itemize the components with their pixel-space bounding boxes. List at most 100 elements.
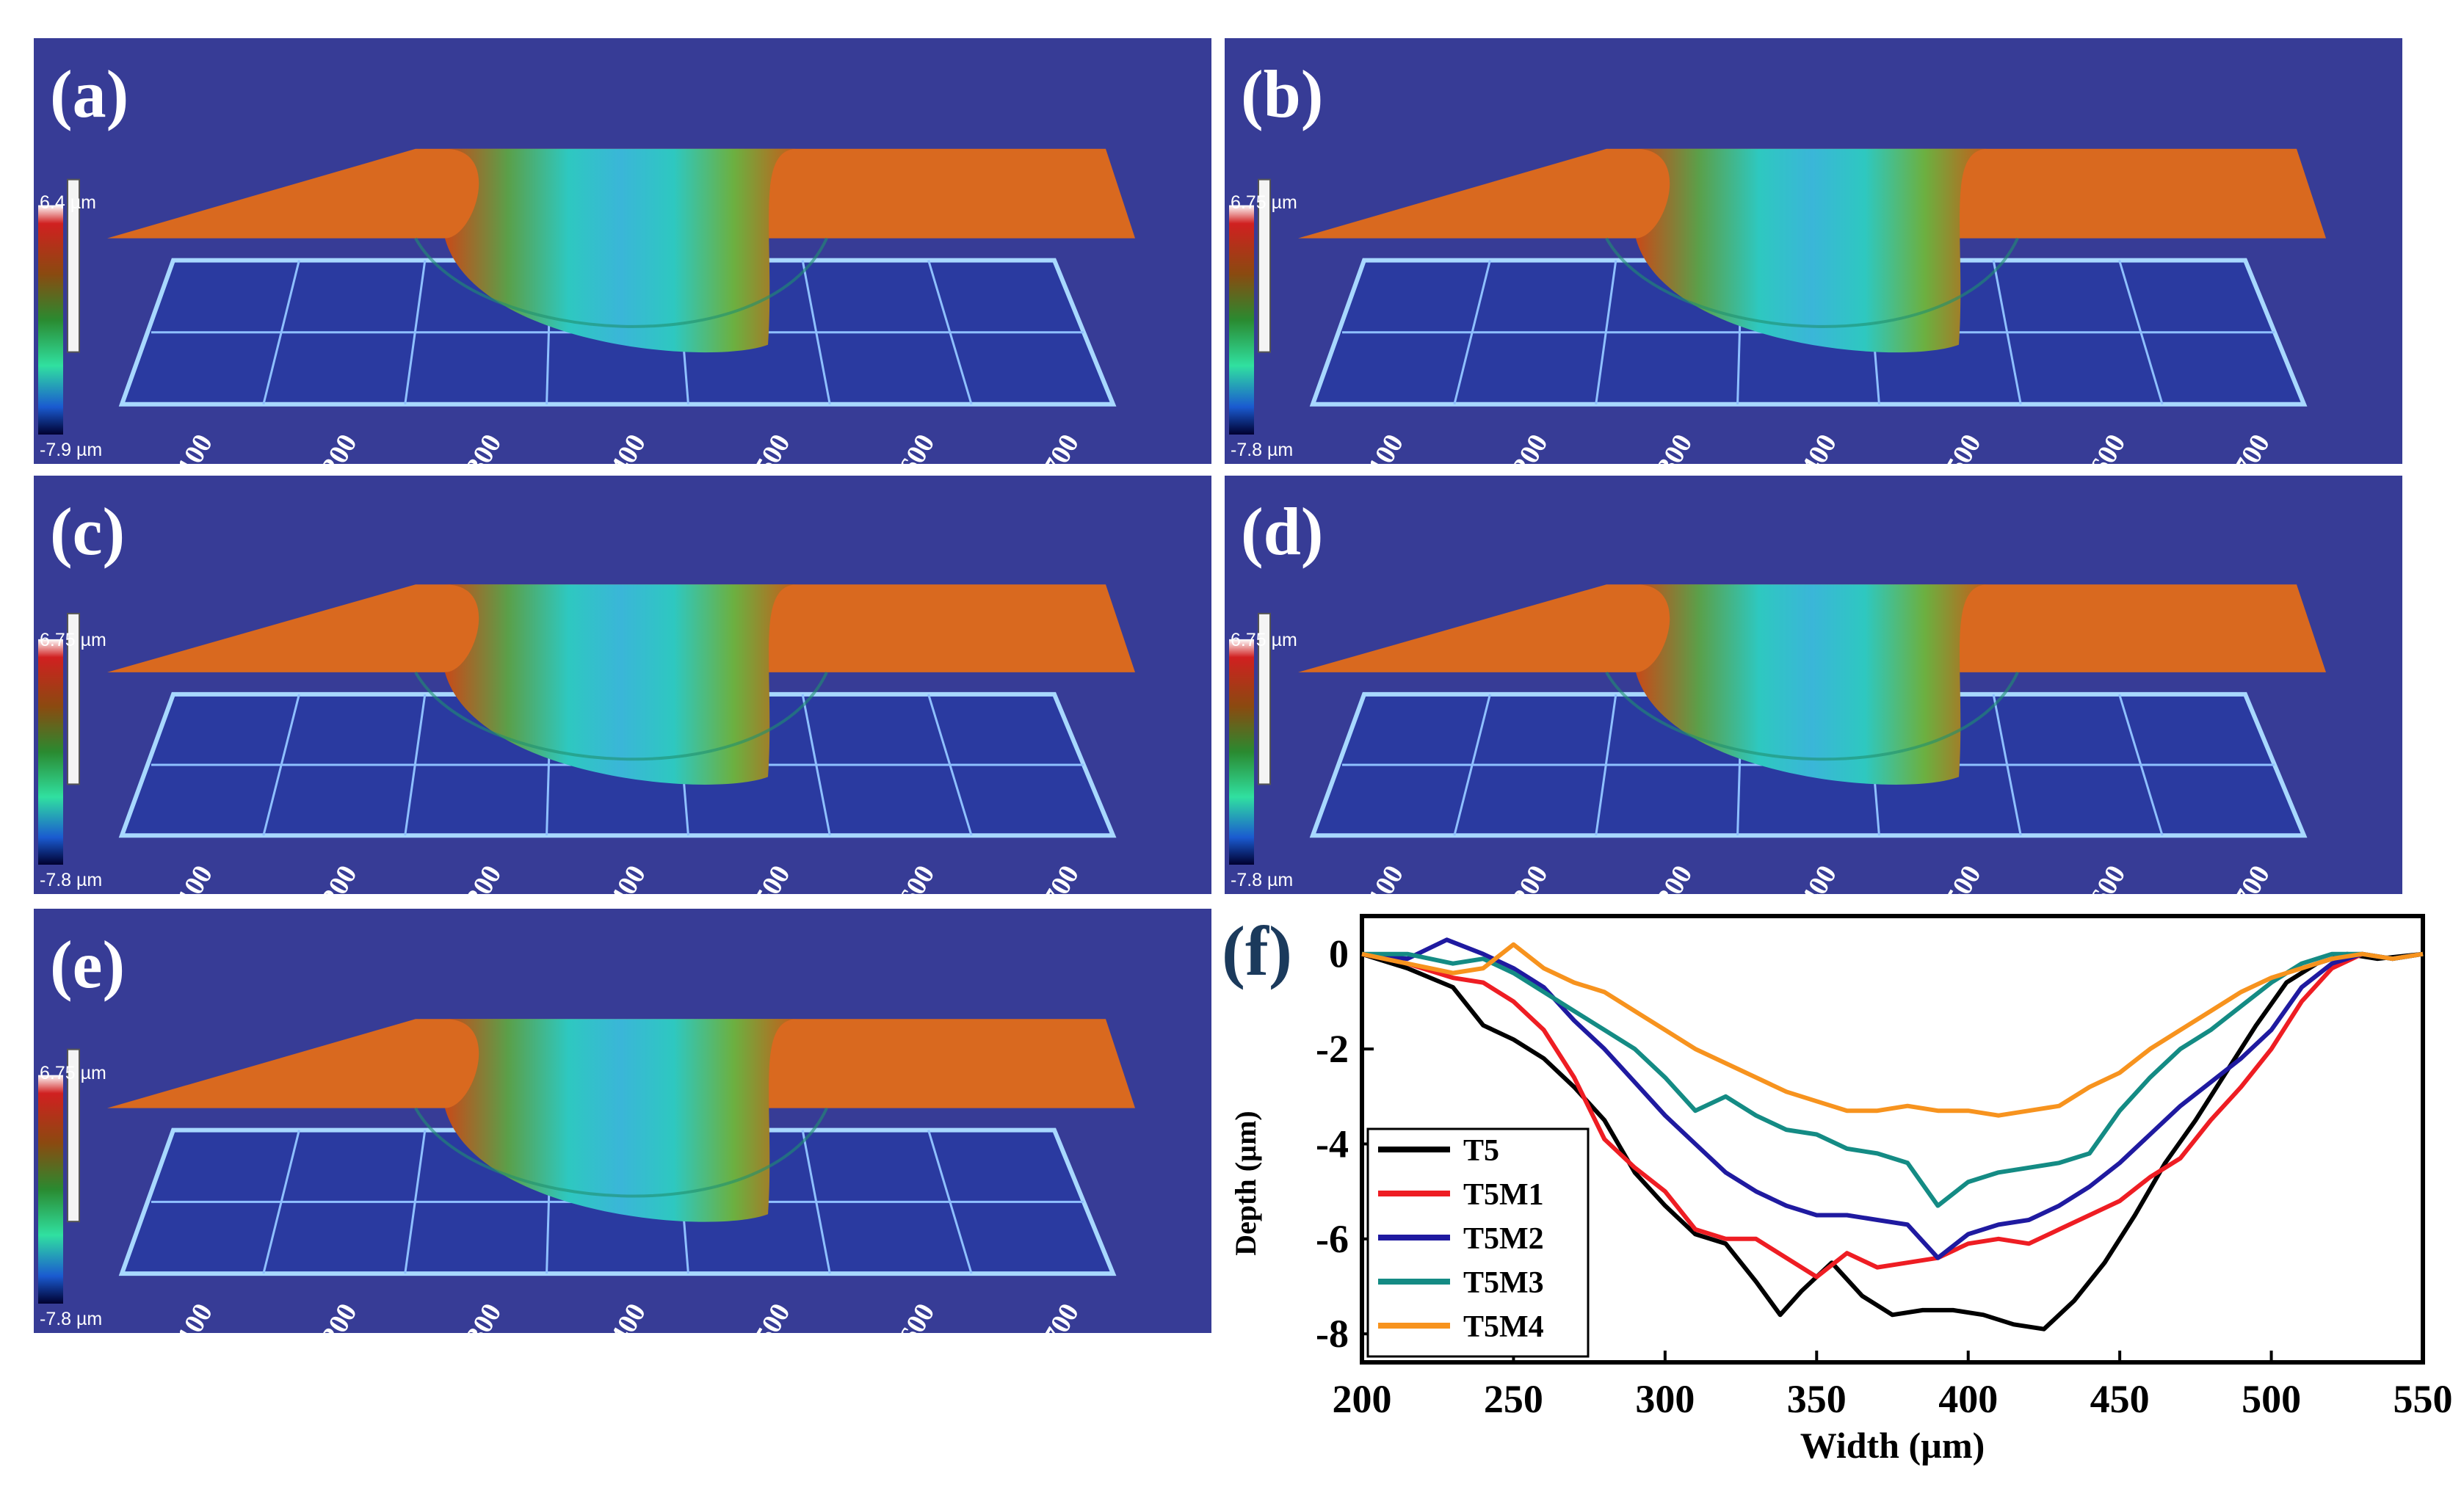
scale-bar [67,1048,80,1223]
x-tick-label: 300 [1635,1377,1695,1421]
axis-tick-label: 600 [2084,860,2132,894]
y-tick-label: 0 [1329,932,1349,976]
axis-tick-label: 400 [604,860,652,894]
colorbar [38,639,63,865]
legend-label: T5 [1463,1134,1499,1168]
scale-bar [1258,612,1271,785]
axis-tick-label: 300 [1651,860,1699,894]
colorbar [1229,639,1254,865]
axis-tick-label: 500 [749,429,797,464]
legend-label: T5M2 [1463,1222,1544,1256]
legend: T5 T5M1 T5M2 T5M3 T5M4 [1366,1127,1590,1358]
surface-3d: 100 200 300 400 500 600 700 [1229,148,2326,464]
axis-tick-label: 700 [1037,429,1085,464]
colorbar-max: 6.75 µm [40,630,106,650]
x-tick-label: 350 [1787,1377,1847,1421]
x-tick-label: 450 [2090,1377,2150,1421]
panel-a: 100 200 300 400 500 600 700 (a) 6.4 µm -7.9 µm [34,38,1211,464]
wear-track [445,1019,797,1222]
panel-e: 100 200 300 400 500 600 700 (e) 6.75 µm -7.8 µ… [34,909,1211,1333]
series-line-t5m3 [1362,951,2424,1208]
wear-track [445,148,797,353]
axis-tick-label: 700 [1037,1298,1085,1333]
y-tick-label: -8 [1316,1312,1349,1356]
x-axis-title: Width (µm) [1800,1425,1985,1466]
surface-3d: 100 200 300 400 500 600 700 [38,1019,1135,1333]
surface-3d: 100 200 300 400 500 600 700 [1229,584,2326,894]
colorbar-max: 6.75 µm [1231,630,1297,650]
scale-bar [1258,178,1271,353]
axis-tick-label: 700 [1037,860,1085,894]
axis-tick-label: 600 [894,1298,941,1333]
axis-tick-label: 500 [749,1298,797,1333]
panel-label-f: (f) [1222,912,1292,990]
panel-label: (b) [1241,57,1324,131]
panel-label: (e) [50,927,126,1002]
wear-track-edge [414,237,828,328]
series-line-t5m1 [1361,951,2424,1279]
colorbar-min: -7.9 µm [40,440,103,460]
axis-tick-label: 700 [2228,860,2276,894]
colorbar [38,1075,63,1304]
axis-tick-label: 300 [460,860,508,894]
y-tick-label: -4 [1316,1122,1349,1166]
series-line-t5m4 [1361,942,2424,1118]
y-axis-title: Depth (µm) [1229,1111,1262,1255]
wear-track-edge [1605,671,2019,761]
x-tick-label: 550 [2394,1377,2453,1421]
axis-tick-label: 400 [604,429,652,464]
axis-tick-label: 200 [316,860,363,894]
wear-track-edge [1605,237,2019,328]
panel-label: (d) [1241,494,1324,569]
axis-tick-label: 200 [316,1298,363,1333]
x-tick-label: 200 [1333,1377,1392,1421]
series-line-t5 [1361,951,2424,1332]
scale-bar [67,178,80,353]
colorbar-max: 6.4 µm [40,192,96,213]
legend-label: T5M1 [1463,1178,1544,1212]
wear-track-edge [414,1107,828,1198]
axis-tick-label: 500 [749,860,797,894]
axis-tick-label: 100 [171,429,219,464]
series-line-t5m2 [1361,937,2424,1260]
panel-b: 100 200 300 400 500 600 700 (b) 6.75 µm -7.8 µ… [1225,38,2402,464]
axis-tick-label: 500 [1940,860,1987,894]
axis-tick-label: 600 [894,429,941,464]
axis-tick-label: 100 [171,860,219,894]
colorbar-min: -7.8 µm [40,870,103,890]
axis-tick-label: 600 [2084,429,2132,464]
y-tick-label: -2 [1316,1027,1349,1071]
axis-tick-label: 300 [460,429,508,464]
axis-tick-label: 100 [1362,860,1410,894]
colorbar-min: -7.8 µm [40,1309,103,1329]
colorbar [38,205,63,435]
axis-tick-label: 200 [316,429,363,464]
axis-tick-label: 300 [1651,429,1699,464]
colorbar-max: 6.75 µm [40,1063,106,1083]
axis-tick-label: 200 [1507,860,1554,894]
panel-c: 100 200 300 400 500 600 700 (c) 6.75 µm -7.8 µ… [34,476,1211,894]
colorbar [1229,205,1254,435]
axis-tick-label: 400 [1795,860,1843,894]
x-tick-label: 400 [1938,1377,1998,1421]
y-tick-label: -6 [1316,1217,1349,1261]
axis-tick-label: 100 [171,1298,219,1333]
wear-track [445,584,797,785]
x-tick-label: 500 [2242,1377,2301,1421]
axis-tick-label: 300 [460,1298,508,1333]
panel-d: 100 200 300 400 500 600 700 (d) 6.75 µm -7.8 µ… [1225,476,2402,894]
axis-tick-label: 200 [1507,429,1554,464]
colorbar-min: -7.8 µm [1231,440,1294,460]
axis-tick-label: 400 [604,1298,652,1333]
axis-tick-label: 700 [2228,429,2276,464]
legend-label: T5M3 [1463,1266,1544,1300]
wear-track [1636,148,1988,353]
colorbar-min: -7.8 µm [1231,870,1294,890]
axis-tick-label: 600 [894,860,941,894]
panel-label: (a) [50,57,129,131]
surface-3d: 100 200 300 400 500 600 700 [38,148,1135,464]
wear-track [1636,584,1988,785]
x-tick-label: 250 [1484,1377,1543,1421]
panel-label: (c) [50,494,126,569]
surface-3d: 100 200 300 400 500 600 700 [38,584,1135,894]
